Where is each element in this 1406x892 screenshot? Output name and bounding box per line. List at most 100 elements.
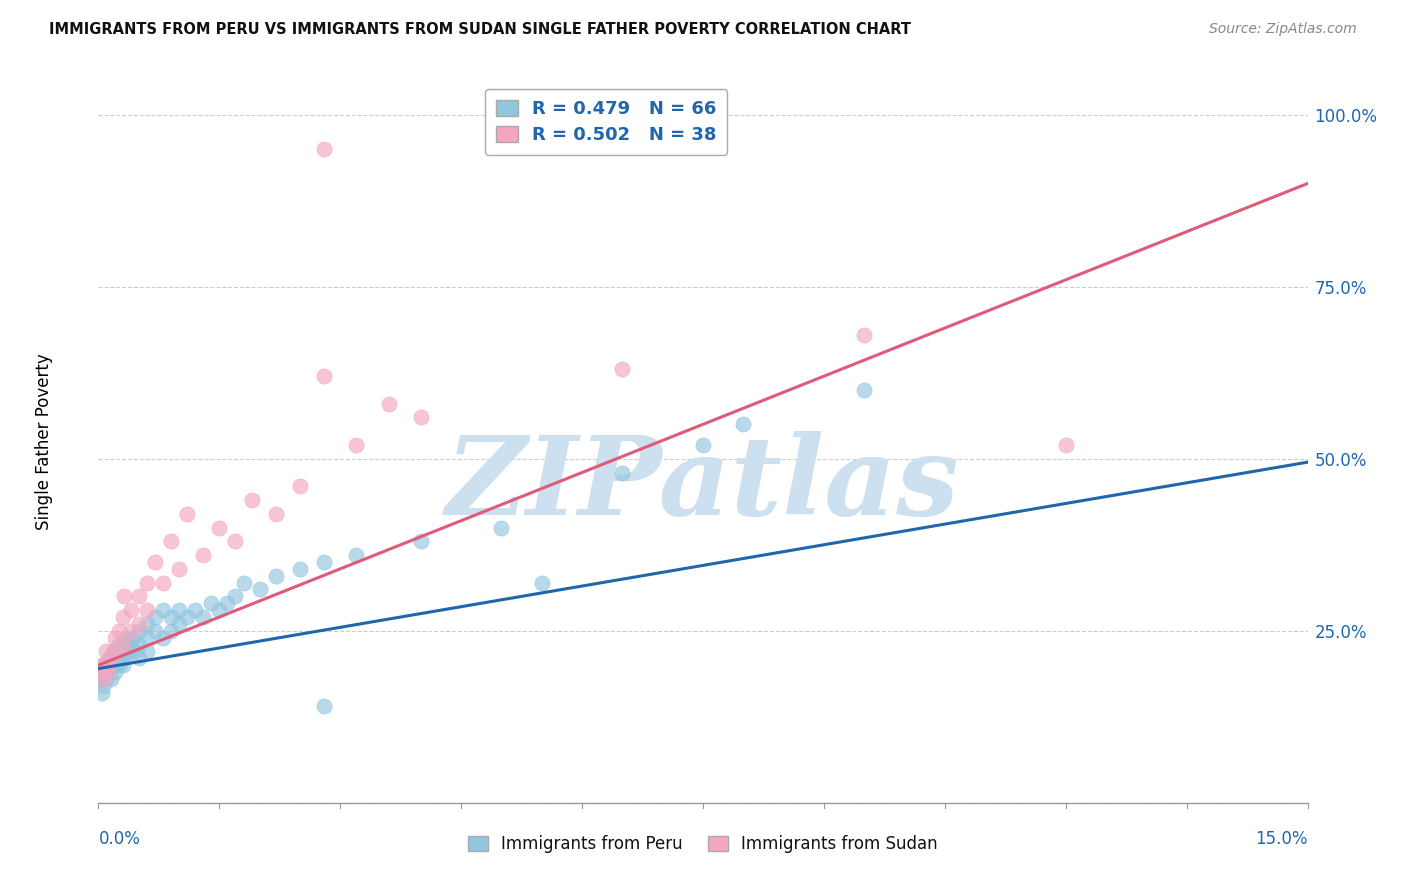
Point xyxy=(128,616,150,631)
Point xyxy=(288,479,311,493)
Text: ZIPatlas: ZIPatlas xyxy=(446,431,960,539)
Point xyxy=(93,672,115,686)
Legend: Immigrants from Peru, Immigrants from Sudan: Immigrants from Peru, Immigrants from Su… xyxy=(461,828,945,860)
Point xyxy=(111,638,134,652)
Point xyxy=(264,507,287,521)
Point xyxy=(208,603,231,617)
Point xyxy=(135,644,157,658)
Point xyxy=(224,590,246,604)
Point xyxy=(288,562,311,576)
Point xyxy=(409,534,432,549)
Point xyxy=(344,438,367,452)
Point xyxy=(314,142,336,156)
Point xyxy=(93,665,115,679)
Point xyxy=(89,672,111,686)
Point xyxy=(97,651,120,665)
Point xyxy=(103,658,125,673)
Point xyxy=(107,624,129,638)
Point xyxy=(200,596,222,610)
Point xyxy=(314,369,336,384)
Point xyxy=(1054,438,1077,452)
Point xyxy=(853,383,876,397)
Point xyxy=(100,672,122,686)
Point xyxy=(114,644,136,658)
Point xyxy=(108,658,131,673)
Point xyxy=(112,590,135,604)
Point xyxy=(135,575,157,590)
Point xyxy=(135,631,157,645)
Point xyxy=(103,644,125,658)
Point xyxy=(167,616,190,631)
Point xyxy=(120,644,142,658)
Point xyxy=(111,658,134,673)
Point xyxy=(103,651,125,665)
Point xyxy=(128,590,150,604)
Point xyxy=(111,610,134,624)
Point xyxy=(167,603,190,617)
Text: IMMIGRANTS FROM PERU VS IMMIGRANTS FROM SUDAN SINGLE FATHER POVERTY CORRELATION : IMMIGRANTS FROM PERU VS IMMIGRANTS FROM … xyxy=(49,22,911,37)
Text: Single Father Poverty: Single Father Poverty xyxy=(35,353,53,530)
Text: 15.0%: 15.0% xyxy=(1256,830,1308,848)
Point xyxy=(314,699,336,714)
Point xyxy=(232,575,254,590)
Point xyxy=(193,548,215,562)
Point xyxy=(314,555,336,569)
Point xyxy=(107,651,129,665)
Point xyxy=(176,507,198,521)
Point xyxy=(91,658,114,673)
Point xyxy=(128,624,150,638)
Point xyxy=(111,638,134,652)
Point xyxy=(91,679,114,693)
Point xyxy=(160,624,183,638)
Point xyxy=(96,658,118,673)
Point xyxy=(249,582,271,597)
Point xyxy=(103,665,125,679)
Point xyxy=(143,624,166,638)
Point xyxy=(264,568,287,582)
Point xyxy=(94,672,117,686)
Point xyxy=(128,651,150,665)
Point xyxy=(152,631,174,645)
Point xyxy=(94,658,117,673)
Point xyxy=(96,658,118,673)
Point xyxy=(152,575,174,590)
Point xyxy=(101,644,124,658)
Point xyxy=(612,466,634,480)
Point xyxy=(103,631,125,645)
Point xyxy=(530,575,553,590)
Point xyxy=(409,410,432,425)
Point xyxy=(240,493,263,508)
Point xyxy=(491,520,513,534)
Point xyxy=(612,362,634,376)
Point xyxy=(100,658,122,673)
Point xyxy=(111,651,134,665)
Point xyxy=(135,616,157,631)
Point xyxy=(692,438,714,452)
Point xyxy=(160,534,183,549)
Point xyxy=(120,603,142,617)
Point xyxy=(121,631,143,645)
Point xyxy=(143,610,166,624)
Point xyxy=(100,651,122,665)
Point xyxy=(96,644,118,658)
Point xyxy=(90,686,112,700)
Point xyxy=(111,644,134,658)
Point xyxy=(193,610,215,624)
Text: 0.0%: 0.0% xyxy=(98,830,141,848)
Point xyxy=(217,596,239,610)
Point xyxy=(160,610,183,624)
Point xyxy=(97,665,120,679)
Text: Source: ZipAtlas.com: Source: ZipAtlas.com xyxy=(1209,22,1357,37)
Point xyxy=(90,665,112,679)
Point xyxy=(135,603,157,617)
Point xyxy=(853,327,876,342)
Point xyxy=(344,548,367,562)
Point xyxy=(208,520,231,534)
Point xyxy=(224,534,246,549)
Point xyxy=(120,624,142,638)
Point xyxy=(128,638,150,652)
Point xyxy=(733,417,755,432)
Point xyxy=(167,562,190,576)
Point xyxy=(91,658,114,673)
Point xyxy=(112,651,135,665)
